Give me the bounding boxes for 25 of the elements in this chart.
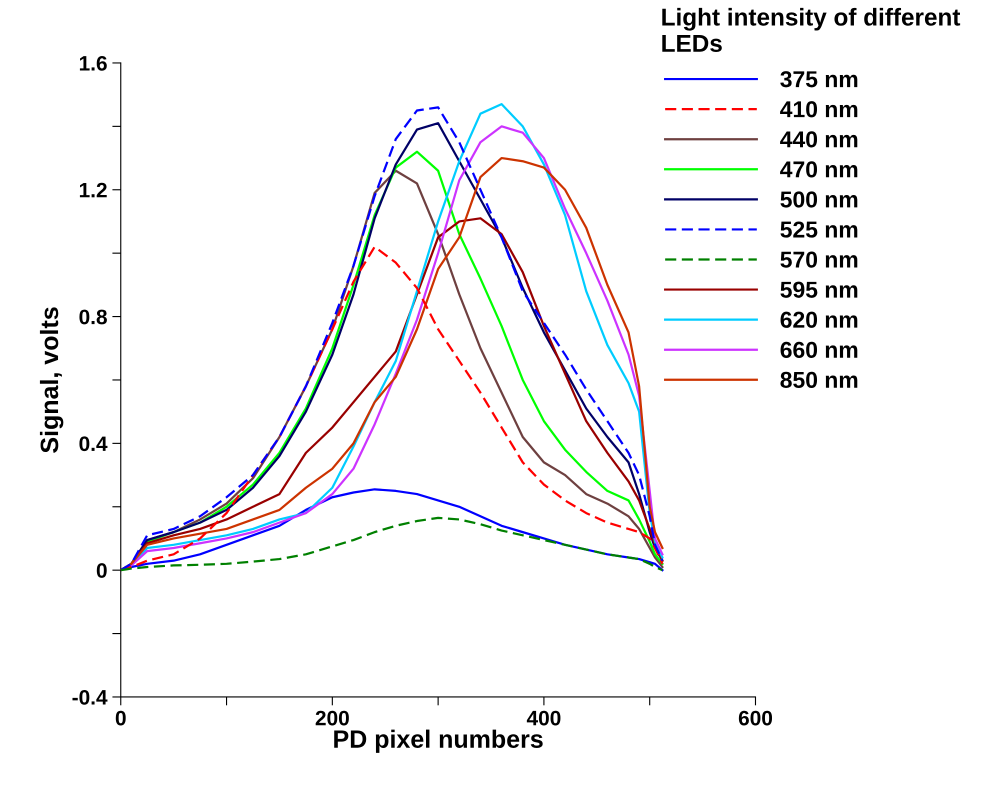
x-tick-label: 0	[116, 710, 126, 726]
legend-label: 620 nm	[780, 312, 858, 328]
legend-label: 850 nm	[780, 372, 858, 388]
x-axis-title: PD pixel numbers	[334, 730, 543, 753]
y-axis-title: Signal, volts	[40, 307, 64, 453]
y-tick-label: 1.6	[80, 56, 107, 71]
y-tick-label: -0.4	[72, 690, 108, 705]
legend-title: Light intensity of different LEDs	[662, 8, 960, 52]
legend-label: 595 nm	[780, 282, 858, 298]
line-series	[120, 516, 664, 572]
legend-label: 660 nm	[780, 342, 858, 358]
x-tick-label: 600	[738, 710, 772, 726]
legend-label: 570 nm	[780, 252, 858, 268]
legend-label: 440 nm	[780, 131, 858, 148]
y-tick-label: 1.2	[80, 182, 107, 198]
x-tick-label: 200	[316, 710, 349, 726]
legend-label: 410 nm	[780, 101, 858, 118]
y-tick-label: 0.8	[79, 310, 107, 324]
legend-label: 375 nm	[780, 71, 858, 88]
legend-label: 500 nm	[780, 191, 858, 208]
legend-label: 525 nm	[780, 221, 858, 238]
x-tick-label: 400	[526, 710, 560, 726]
legend-label: 470 nm	[780, 161, 858, 178]
y-tick-label: 0.4	[79, 436, 108, 452]
y-tick-label: 0	[96, 563, 107, 578]
